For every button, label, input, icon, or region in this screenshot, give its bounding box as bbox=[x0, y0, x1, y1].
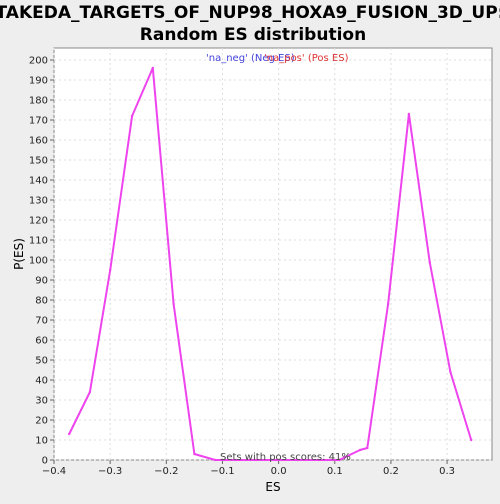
y-tick-label: 80 bbox=[35, 296, 48, 307]
y-tick-label: 190 bbox=[29, 76, 48, 87]
x-tick-label: −0.2 bbox=[154, 466, 178, 477]
y-tick-label: 140 bbox=[29, 176, 48, 187]
data-point bbox=[152, 67, 154, 69]
data-point bbox=[193, 453, 195, 455]
plot-area bbox=[54, 48, 492, 460]
data-point bbox=[408, 113, 410, 115]
data-point bbox=[131, 115, 133, 117]
data-point bbox=[172, 303, 174, 305]
data-point bbox=[428, 261, 430, 263]
data-point bbox=[366, 447, 368, 449]
legend-pos: 'na_pos' (Pos ES) bbox=[264, 53, 349, 64]
data-point bbox=[470, 439, 472, 441]
y-tick-label: 90 bbox=[35, 276, 48, 287]
x-tick-label: 0.2 bbox=[383, 466, 399, 477]
y-tick-label: 0 bbox=[42, 456, 48, 467]
data-point bbox=[214, 459, 216, 461]
y-tick-label: 120 bbox=[29, 216, 48, 227]
x-tick-label: −0.3 bbox=[98, 466, 122, 477]
y-tick-label: 130 bbox=[29, 196, 48, 207]
y-tick-label: 30 bbox=[35, 396, 48, 407]
y-tick-label: 170 bbox=[29, 116, 48, 127]
y-tick-label: 50 bbox=[35, 356, 48, 367]
x-tick-label: 0.1 bbox=[327, 466, 343, 477]
y-tick-label: 20 bbox=[35, 416, 48, 427]
annotation-pos-scores: Sets with pos scores: 41% bbox=[220, 452, 351, 463]
data-point bbox=[68, 433, 70, 435]
y-axis-label: P(ES) bbox=[12, 238, 26, 270]
y-tick-label: 200 bbox=[29, 56, 48, 67]
x-tick-label: 0.0 bbox=[271, 466, 287, 477]
data-point bbox=[109, 269, 111, 271]
y-tick-label: 150 bbox=[29, 156, 48, 167]
x-tick-label: 0.3 bbox=[439, 466, 455, 477]
y-tick-label: 180 bbox=[29, 96, 48, 107]
chart-title-line2: Random ES distribution bbox=[140, 25, 366, 45]
y-tick-label: 160 bbox=[29, 136, 48, 147]
data-point bbox=[89, 391, 91, 393]
y-tick-label: 70 bbox=[35, 316, 48, 327]
y-tick-label: 10 bbox=[35, 436, 48, 447]
data-point bbox=[387, 303, 389, 305]
data-point bbox=[359, 449, 361, 451]
y-tick-label: 60 bbox=[35, 336, 48, 347]
y-tick-label: 100 bbox=[29, 256, 48, 267]
chart-title-line1: TAKEDA_TARGETS_OF_NUP98_HOXA9_FUSION_3D_… bbox=[0, 3, 500, 23]
x-axis-label: ES bbox=[265, 480, 280, 494]
x-tick-label: −0.4 bbox=[42, 466, 66, 477]
y-tick-label: 110 bbox=[29, 236, 48, 247]
x-tick-label: −0.1 bbox=[210, 466, 234, 477]
y-tick-label: 40 bbox=[35, 376, 48, 387]
data-point bbox=[449, 371, 451, 373]
